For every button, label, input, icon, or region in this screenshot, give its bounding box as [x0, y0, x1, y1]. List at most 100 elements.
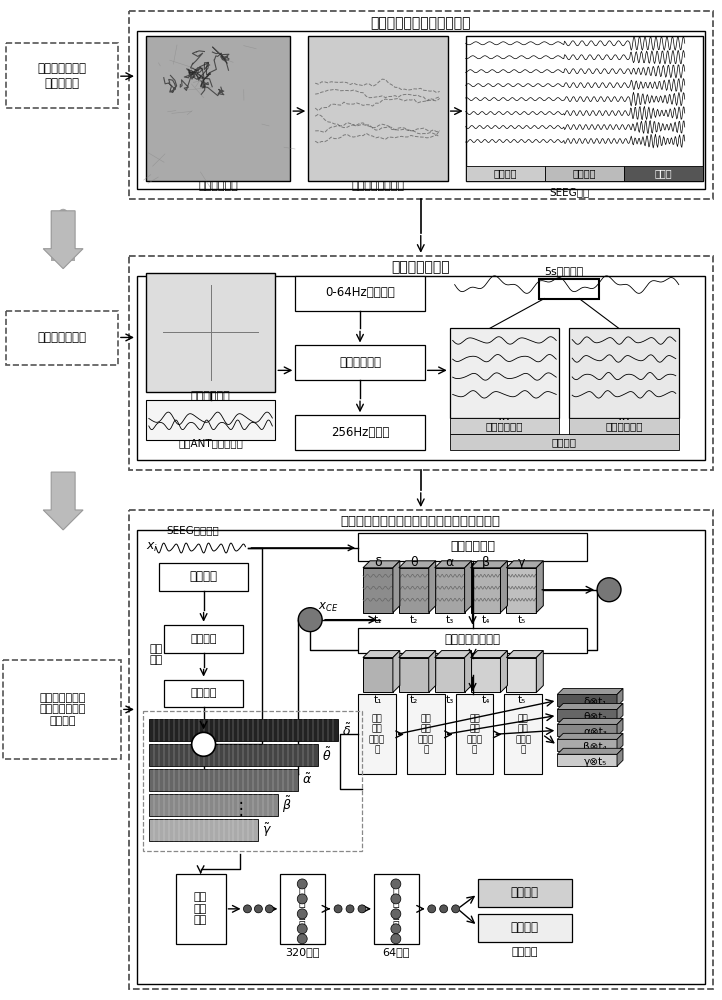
Bar [149, 819, 258, 841]
Polygon shape [393, 651, 400, 692]
Bar [4, 660, 121, 759]
Polygon shape [429, 651, 435, 692]
Text: 全
连
接
层: 全 连 接 层 [393, 886, 399, 931]
Text: $\tilde{\theta}$: $\tilde{\theta}$ [322, 747, 331, 764]
Text: 数据划分: 数据划分 [552, 437, 577, 447]
Text: 颌内脑电信号采集: 颌内脑电信号采集 [352, 181, 404, 191]
Text: 全局
平均
池化: 全局 平均 池化 [194, 892, 207, 925]
Text: 选取ANT单导联信号: 选取ANT单导联信号 [178, 438, 243, 448]
Text: SEEG信号: SEEG信号 [549, 187, 589, 197]
Text: ···: ··· [498, 413, 511, 427]
Circle shape [391, 909, 401, 919]
Circle shape [297, 924, 307, 934]
Text: C: C [306, 613, 315, 626]
Polygon shape [471, 561, 508, 568]
Text: δ⊗t₁: δ⊗t₁ [583, 697, 607, 707]
Text: $\tilde{\delta}$: $\tilde{\delta}$ [342, 722, 351, 739]
Polygon shape [536, 651, 543, 692]
Text: 全
连
接
层: 全 连 接 层 [299, 886, 305, 931]
Bar [450, 418, 560, 434]
Text: t₄: t₄ [482, 615, 490, 625]
Text: θ⊗t₂: θ⊗t₂ [583, 712, 607, 722]
Text: γ: γ [518, 556, 525, 569]
Bar [129, 11, 713, 199]
Text: 时序卷积: 时序卷积 [191, 688, 217, 698]
Polygon shape [506, 561, 543, 568]
Circle shape [452, 905, 460, 913]
Text: t₄: t₄ [482, 695, 490, 705]
Text: 发作前期: 发作前期 [510, 921, 539, 934]
Text: 分组
卷积
注意力
层: 分组 卷积 注意力 层 [516, 714, 531, 754]
Text: +: + [196, 735, 211, 753]
Bar [146, 36, 290, 181]
Polygon shape [536, 561, 543, 613]
Bar [471, 658, 500, 692]
Bar [175, 874, 225, 944]
Bar [435, 658, 464, 692]
Text: 脑电信号预处理: 脑电信号预处理 [38, 331, 87, 344]
Text: 320单元: 320单元 [285, 947, 319, 957]
Text: 预警结果: 预警结果 [511, 947, 538, 957]
Circle shape [334, 905, 342, 913]
Text: t₁: t₁ [374, 615, 382, 625]
Text: 发作前期片段: 发作前期片段 [605, 421, 643, 431]
Bar [149, 769, 298, 791]
Bar [146, 273, 275, 392]
Text: α: α [445, 556, 454, 569]
Bar [624, 166, 703, 181]
Bar [557, 694, 617, 706]
Text: θ: θ [410, 556, 417, 569]
Circle shape [266, 905, 274, 913]
Bar [506, 658, 536, 692]
Text: 多尺度时序卷积层: 多尺度时序卷积层 [445, 633, 500, 646]
Text: 发作间期片段: 发作间期片段 [486, 421, 523, 431]
Circle shape [297, 934, 307, 944]
Polygon shape [464, 561, 471, 613]
Text: 癌疾患者颌内脑
电信号采集: 癌疾患者颌内脑 电信号采集 [38, 62, 87, 90]
Bar [477, 914, 572, 942]
Polygon shape [617, 703, 623, 721]
Text: t₂: t₂ [409, 615, 418, 625]
Circle shape [391, 879, 401, 889]
Text: γ⊗t₅: γ⊗t₅ [583, 757, 606, 767]
Text: t₂: t₂ [409, 695, 418, 705]
Polygon shape [557, 733, 623, 739]
Text: 发作间期: 发作间期 [494, 168, 517, 178]
Polygon shape [617, 688, 623, 706]
Polygon shape [557, 688, 623, 694]
Bar [435, 568, 464, 613]
Bar [137, 276, 705, 460]
Polygon shape [500, 561, 508, 613]
Text: 丘脑前核定位: 丘脑前核定位 [191, 391, 230, 401]
Bar [450, 328, 560, 418]
Circle shape [297, 909, 307, 919]
Text: 深部电极植入: 深部电极植入 [199, 181, 238, 191]
Bar [557, 754, 617, 766]
Bar [137, 530, 705, 984]
Circle shape [597, 578, 621, 602]
Bar [466, 36, 703, 181]
Text: SEEG信号片段: SEEG信号片段 [166, 525, 219, 535]
Polygon shape [500, 651, 508, 692]
Text: 5s滑动窗口: 5s滑动窗口 [544, 266, 584, 276]
Circle shape [162, 285, 258, 380]
Text: 基于深度卷积注
意力网络的癌疾
预警模型: 基于深度卷积注 意力网络的癌疾 预警模型 [40, 693, 87, 726]
Text: 时序卷积: 时序卷积 [190, 570, 217, 583]
Bar [149, 794, 278, 816]
Polygon shape [464, 651, 471, 692]
Bar [149, 719, 338, 741]
Text: C: C [604, 583, 614, 596]
Polygon shape [557, 718, 623, 724]
Bar [477, 879, 572, 907]
Polygon shape [393, 561, 400, 613]
Polygon shape [435, 561, 471, 568]
Bar [545, 166, 624, 181]
Bar [505, 694, 542, 774]
Circle shape [346, 905, 354, 913]
Bar [450, 434, 679, 450]
Text: 分组
卷积
注意力
层: 分组 卷积 注意力 层 [418, 714, 434, 754]
Bar [164, 625, 243, 653]
Bar [280, 874, 325, 944]
FancyArrowPatch shape [56, 214, 70, 247]
Polygon shape [43, 211, 83, 269]
